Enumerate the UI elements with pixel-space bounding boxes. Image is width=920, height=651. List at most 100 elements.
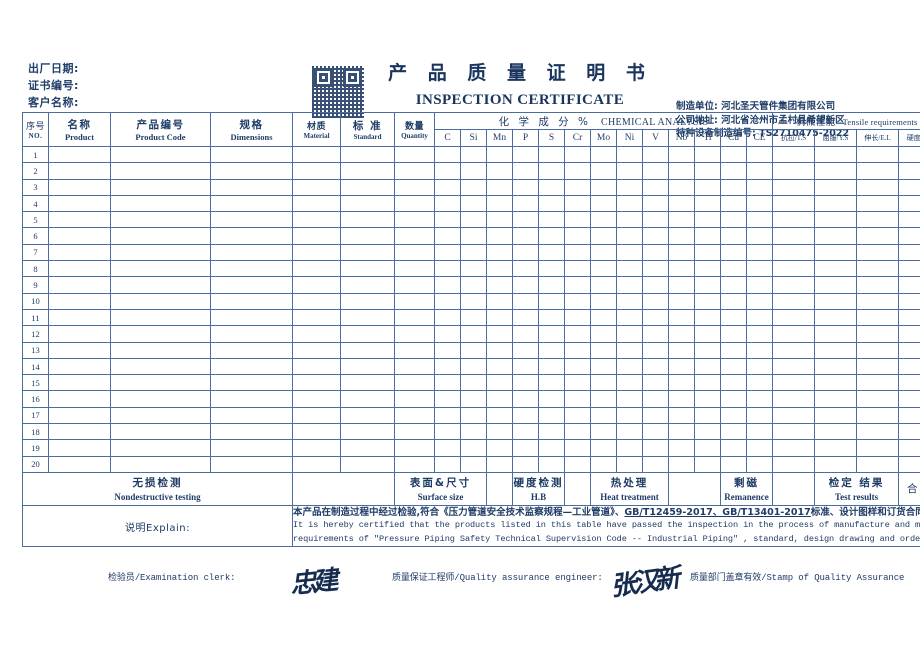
cell-si[interactable] <box>460 178 487 196</box>
cell-mo[interactable] <box>590 194 617 213</box>
cell-quantity[interactable] <box>394 455 435 473</box>
cell-c[interactable] <box>434 406 461 425</box>
table-row[interactable]: 20 <box>22 455 920 473</box>
cell-hb[interactable] <box>898 406 920 425</box>
cell-c[interactable] <box>434 178 461 196</box>
cell-p[interactable] <box>512 178 539 196</box>
cell-dimensions[interactable] <box>210 162 293 180</box>
cell-product[interactable] <box>48 374 111 392</box>
cell-ys[interactable] <box>814 374 858 392</box>
cell-cu[interactable] <box>720 423 747 441</box>
cell-ce[interactable] <box>745 162 774 180</box>
cell-ce[interactable] <box>745 211 774 229</box>
cell-mo[interactable] <box>590 308 617 327</box>
cell-ni[interactable] <box>616 406 643 425</box>
cell-ni[interactable] <box>616 227 643 245</box>
cell-mn[interactable] <box>486 211 513 229</box>
table-row[interactable]: 15 <box>22 374 920 392</box>
cell-nb[interactable] <box>668 325 695 343</box>
cell-c[interactable] <box>434 292 461 310</box>
cell-mn[interactable] <box>486 243 513 262</box>
cell-quantity[interactable] <box>394 325 435 343</box>
cell-dimensions[interactable] <box>210 194 293 213</box>
cell-c[interactable] <box>434 194 461 213</box>
cell-c[interactable] <box>434 357 461 376</box>
cell-cu[interactable] <box>720 308 747 327</box>
cell-dimensions[interactable] <box>210 374 293 392</box>
cell-ce[interactable] <box>745 178 774 196</box>
cell-ni[interactable] <box>616 292 643 310</box>
cell-ti[interactable] <box>694 292 721 310</box>
cell-material[interactable] <box>292 145 341 164</box>
cell-material[interactable] <box>292 374 341 392</box>
cell-mn[interactable] <box>486 292 513 310</box>
cell-quantity[interactable] <box>394 406 435 425</box>
cell-c[interactable] <box>434 243 461 262</box>
table-row[interactable]: 11 <box>22 308 920 327</box>
cell-cu[interactable] <box>720 243 747 262</box>
cell-ti[interactable] <box>694 145 721 164</box>
cell-dimensions[interactable] <box>210 341 293 359</box>
cell-nb[interactable] <box>668 162 695 180</box>
cell-quantity[interactable] <box>394 145 435 164</box>
cell-ce[interactable] <box>745 406 774 425</box>
cell-cr[interactable] <box>564 194 591 213</box>
cell-v[interactable] <box>642 211 669 229</box>
cell-quantity[interactable] <box>394 194 435 213</box>
cell-mn[interactable] <box>486 390 513 408</box>
cell-ts[interactable] <box>772 178 816 196</box>
cell-ce[interactable] <box>745 308 774 327</box>
cell-standard[interactable] <box>340 374 395 392</box>
cell-material[interactable] <box>292 423 341 441</box>
cell-v[interactable] <box>642 276 669 294</box>
table-row[interactable]: 18 <box>22 423 920 441</box>
cell-ys[interactable] <box>814 357 858 376</box>
cell-ni[interactable] <box>616 162 643 180</box>
cell-p[interactable] <box>512 357 539 376</box>
cell-ts[interactable] <box>772 406 816 425</box>
cell-ts[interactable] <box>772 243 816 262</box>
cell-product-code[interactable] <box>110 178 211 196</box>
table-row[interactable]: 4 <box>22 194 920 213</box>
cell-nb[interactable] <box>668 243 695 262</box>
cell-mo[interactable] <box>590 406 617 425</box>
cell-ce[interactable] <box>745 260 774 278</box>
cell-mn[interactable] <box>486 162 513 180</box>
cell-material[interactable] <box>292 292 341 310</box>
cell-hb[interactable] <box>898 260 920 278</box>
cell-p[interactable] <box>512 145 539 164</box>
cell-si[interactable] <box>460 357 487 376</box>
cell-ce[interactable] <box>745 439 774 457</box>
cell-standard[interactable] <box>340 325 395 343</box>
cell-mo[interactable] <box>590 423 617 441</box>
cell-el[interactable] <box>856 406 900 425</box>
cell-nb[interactable] <box>668 194 695 213</box>
cell-dimensions[interactable] <box>210 243 293 262</box>
cell-nb[interactable] <box>668 211 695 229</box>
cell-ce[interactable] <box>745 374 774 392</box>
cell-product[interactable] <box>48 308 111 327</box>
cell-hb[interactable] <box>898 390 920 408</box>
cell-v[interactable] <box>642 194 669 213</box>
cell-standard[interactable] <box>340 406 395 425</box>
table-row[interactable]: 12 <box>22 325 920 343</box>
cell-dimensions[interactable] <box>210 406 293 425</box>
cell-mo[interactable] <box>590 260 617 278</box>
cell-product-code[interactable] <box>110 276 211 294</box>
cell-s[interactable] <box>538 308 565 327</box>
cell-standard[interactable] <box>340 145 395 164</box>
cell-hb[interactable] <box>898 227 920 245</box>
cell-dimensions[interactable] <box>210 211 293 229</box>
cell-v[interactable] <box>642 243 669 262</box>
table-row[interactable]: 16 <box>22 390 920 408</box>
cell-quantity[interactable] <box>394 227 435 245</box>
cell-ni[interactable] <box>616 455 643 473</box>
cell-ts[interactable] <box>772 341 816 359</box>
cell-c[interactable] <box>434 341 461 359</box>
cell-c[interactable] <box>434 227 461 245</box>
cell-product[interactable] <box>48 145 111 164</box>
cell-c[interactable] <box>434 374 461 392</box>
cell-material[interactable] <box>292 260 341 278</box>
cell-product-code[interactable] <box>110 308 211 327</box>
cell-hb[interactable] <box>898 145 920 164</box>
